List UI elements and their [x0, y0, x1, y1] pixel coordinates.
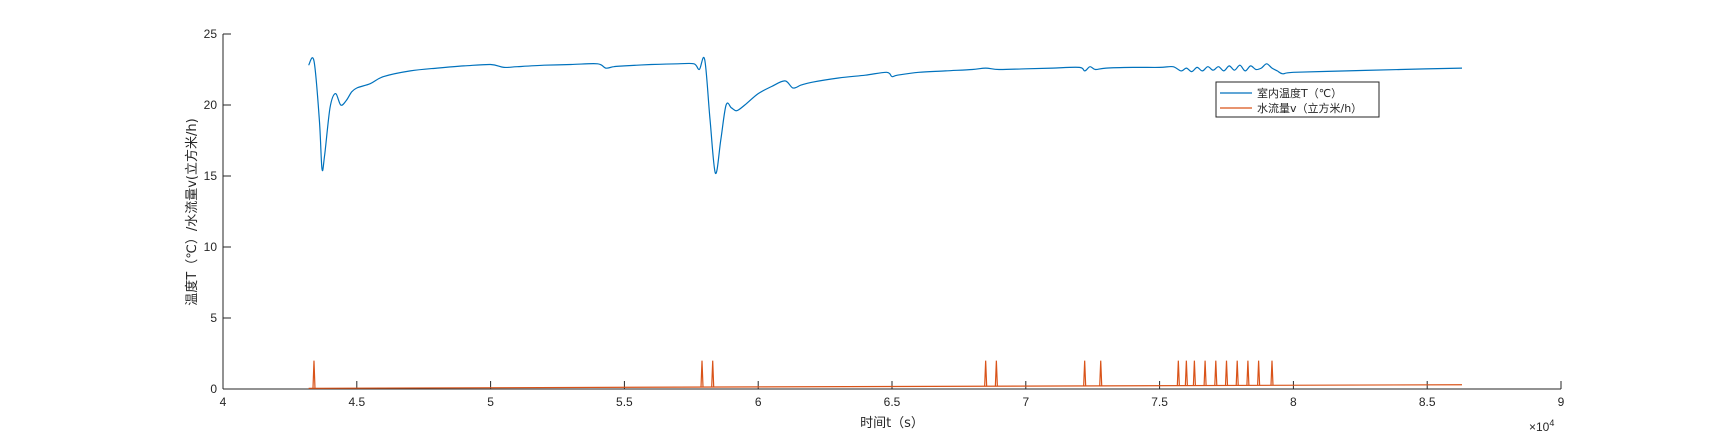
legend: 室内温度T（℃） 水流量v（立方米/h）: [1215, 81, 1380, 118]
waterflow-spike: [312, 360, 316, 389]
x-exponent-base: ×10: [1529, 420, 1550, 434]
series-layer: [308, 56, 1463, 389]
x-ticks: 4 4.5 5 5.5 6 6.5 7 7.5 8 8.5 9: [220, 381, 1565, 409]
y-tick-label: 15: [204, 169, 218, 183]
waterflow-spike: [1192, 360, 1196, 386]
x-tick-label: 5: [487, 395, 494, 409]
waterflow-spike: [1203, 360, 1207, 386]
legend-box: [1215, 81, 1380, 118]
y-axis-label: 温度T（℃）/水流量v(立方米/h): [184, 118, 200, 305]
series-line-waterflow-baseline: [308, 384, 1462, 389]
x-tick-label: 8.5: [1419, 395, 1436, 409]
y-tick-label: 5: [210, 311, 217, 325]
y-tick-label: 10: [204, 240, 218, 254]
x-tick-label: 5.5: [616, 395, 633, 409]
waterflow-spike: [1083, 360, 1087, 386]
waterflow-spike: [711, 360, 715, 388]
waterflow-spike: [1235, 360, 1239, 386]
waterflow-spike: [1270, 360, 1274, 386]
x-tick-label: 9: [1558, 395, 1565, 409]
x-tick-label: 4: [220, 395, 227, 409]
x-tick-label: 4.5: [348, 395, 365, 409]
waterflow-spike: [1176, 360, 1180, 386]
x-tick-label: 7.5: [1151, 395, 1168, 409]
x-exponent-label: ×104: [1529, 418, 1554, 434]
x-tick-label: 8: [1290, 395, 1297, 409]
y-tick-label: 0: [210, 382, 217, 396]
series-line-temperature: [308, 56, 1463, 174]
waterflow-spike: [1214, 360, 1218, 386]
x-exponent-power: 4: [1549, 418, 1554, 428]
y-ticks: 0 5 10 15 20 25: [204, 27, 231, 396]
waterflow-spike: [1184, 360, 1188, 386]
y-tick-label: 20: [204, 98, 218, 112]
x-axis-label: 时间t（s）: [860, 416, 924, 431]
legend-entry-temperature: 室内温度T（℃）: [1257, 86, 1342, 100]
y-tick-label: 25: [204, 27, 218, 41]
legend-entry-waterflow: 水流量v（立方米/h）: [1257, 101, 1362, 115]
waterflow-spike: [994, 360, 998, 387]
waterflow-spike: [984, 360, 988, 387]
waterflow-spike: [1257, 360, 1261, 386]
waterflow-spike: [1224, 360, 1229, 386]
waterflow-spike: [1099, 360, 1103, 386]
x-tick-label: 7: [1022, 395, 1029, 409]
x-tick-label: 6.5: [884, 395, 901, 409]
waterflow-spike: [1246, 360, 1250, 386]
x-tick-label: 6: [755, 395, 762, 409]
plot-area: 4 4.5 5 5.5 6 6.5 7 7.5 8 8.5 9 0 5 10 15 20 25: [204, 27, 1565, 409]
waterflow-spike: [700, 360, 704, 388]
